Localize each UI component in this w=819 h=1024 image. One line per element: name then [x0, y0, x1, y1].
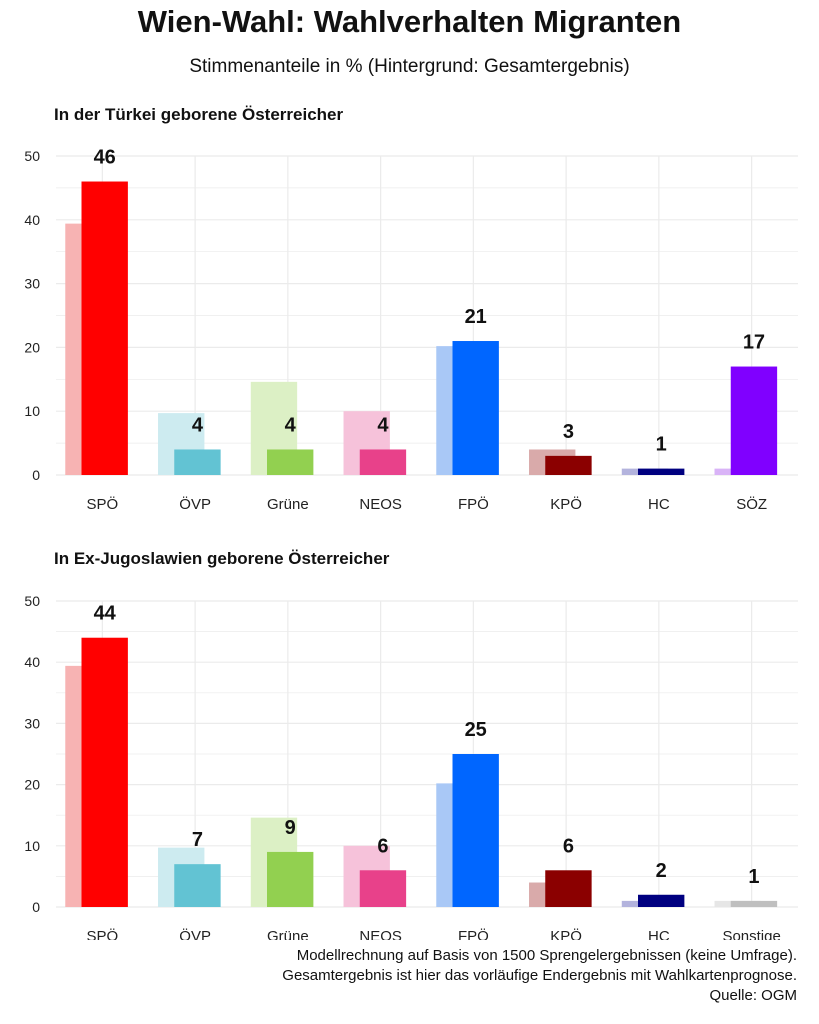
- bar-value: [359, 870, 407, 907]
- data-label: 6: [377, 835, 388, 857]
- chart-ex-jugoslawien: In Ex-Jugoslawien geborene Österreicher 0…: [24, 549, 798, 940]
- bar-value: [730, 900, 778, 907]
- data-label: 1: [748, 866, 759, 888]
- x-tick-label: NEOS: [359, 928, 402, 940]
- data-label: 25: [465, 719, 487, 741]
- bar-value: [174, 449, 221, 475]
- bar-value: [638, 894, 685, 907]
- y-tick-label: 20: [24, 339, 40, 355]
- x-tick-label: ÖVP: [179, 495, 211, 513]
- y-tick-label: 30: [24, 715, 40, 731]
- x-tick-label: ÖVP: [179, 927, 211, 940]
- y-tick-label: 50: [24, 593, 40, 609]
- bar-value: [730, 366, 778, 475]
- footer-line-method: Modellrechnung auf Basis von 1500 Spreng…: [296, 947, 797, 964]
- data-label: 21: [465, 306, 487, 328]
- data-label: 9: [285, 817, 296, 839]
- x-tick-label: NEOS: [359, 496, 402, 513]
- bar-value: [174, 864, 221, 907]
- data-label: 2: [656, 860, 667, 882]
- data-label: 7: [192, 829, 203, 851]
- data-label: 4: [377, 414, 389, 436]
- bar-value: [81, 181, 128, 475]
- bar-value: [81, 637, 128, 907]
- bar-value: [545, 455, 592, 475]
- x-tick-label: SPÖ: [87, 927, 119, 940]
- x-tick-label: FPÖ: [458, 927, 489, 940]
- data-label: 46: [94, 147, 116, 169]
- data-label: 17: [743, 332, 765, 354]
- x-tick-label: Grüne: [267, 928, 309, 940]
- x-tick-label: HC: [648, 928, 670, 940]
- bar-value: [452, 341, 499, 475]
- page-subtitle: Stimmenanteile in % (Hintergrund: Gesamt…: [189, 56, 630, 77]
- bar-value: [359, 449, 407, 475]
- y-tick-label: 40: [24, 212, 40, 228]
- y-tick-label: 50: [24, 148, 40, 164]
- x-tick-label: HC: [648, 496, 670, 513]
- data-label: 4: [192, 414, 204, 436]
- bar-value: [452, 754, 499, 907]
- data-label: 44: [94, 603, 117, 625]
- y-tick-label: 30: [24, 276, 40, 292]
- y-tick-label: 0: [32, 899, 40, 915]
- chart-tuerkei: In der Türkei geborene Österreicher 0 10 20…: [24, 105, 798, 513]
- x-tick-label: FPÖ: [458, 495, 489, 513]
- bar-value: [267, 851, 314, 907]
- panel-title: In der Türkei geborene Österreicher: [54, 105, 343, 124]
- bar-value: [545, 870, 592, 907]
- data-label: 1: [656, 434, 667, 456]
- panel-title: In Ex-Jugoslawien geborene Österreicher: [54, 549, 390, 568]
- footer-line-source: Quelle: OGM: [709, 987, 797, 1004]
- x-tick-label: KPÖ: [550, 495, 582, 513]
- bar-value: [267, 449, 314, 475]
- data-label: 4: [285, 414, 297, 436]
- data-label: 6: [563, 835, 574, 857]
- footer-line-total: Gesamtergebnis ist hier das vorläufige E…: [282, 967, 797, 984]
- footer-note: Modellrechnung auf Basis von 1500 Spreng…: [37, 946, 797, 1006]
- y-tick-label: 10: [24, 403, 40, 419]
- data-label: 3: [563, 421, 574, 443]
- x-tick-label: Sonstige: [722, 928, 780, 940]
- x-tick-label: SPÖ: [87, 495, 119, 513]
- bar-value: [638, 468, 685, 475]
- y-tick-label: 20: [24, 777, 40, 793]
- y-tick-label: 0: [32, 467, 40, 483]
- x-tick-label: KPÖ: [550, 927, 582, 940]
- y-tick-label: 40: [24, 654, 40, 670]
- x-tick-label: SÖZ: [736, 495, 767, 513]
- x-tick-label: Grüne: [267, 496, 309, 513]
- y-tick-label: 10: [24, 838, 40, 854]
- page-title: Wien-Wahl: Wahlverhalten Migranten: [137, 4, 682, 39]
